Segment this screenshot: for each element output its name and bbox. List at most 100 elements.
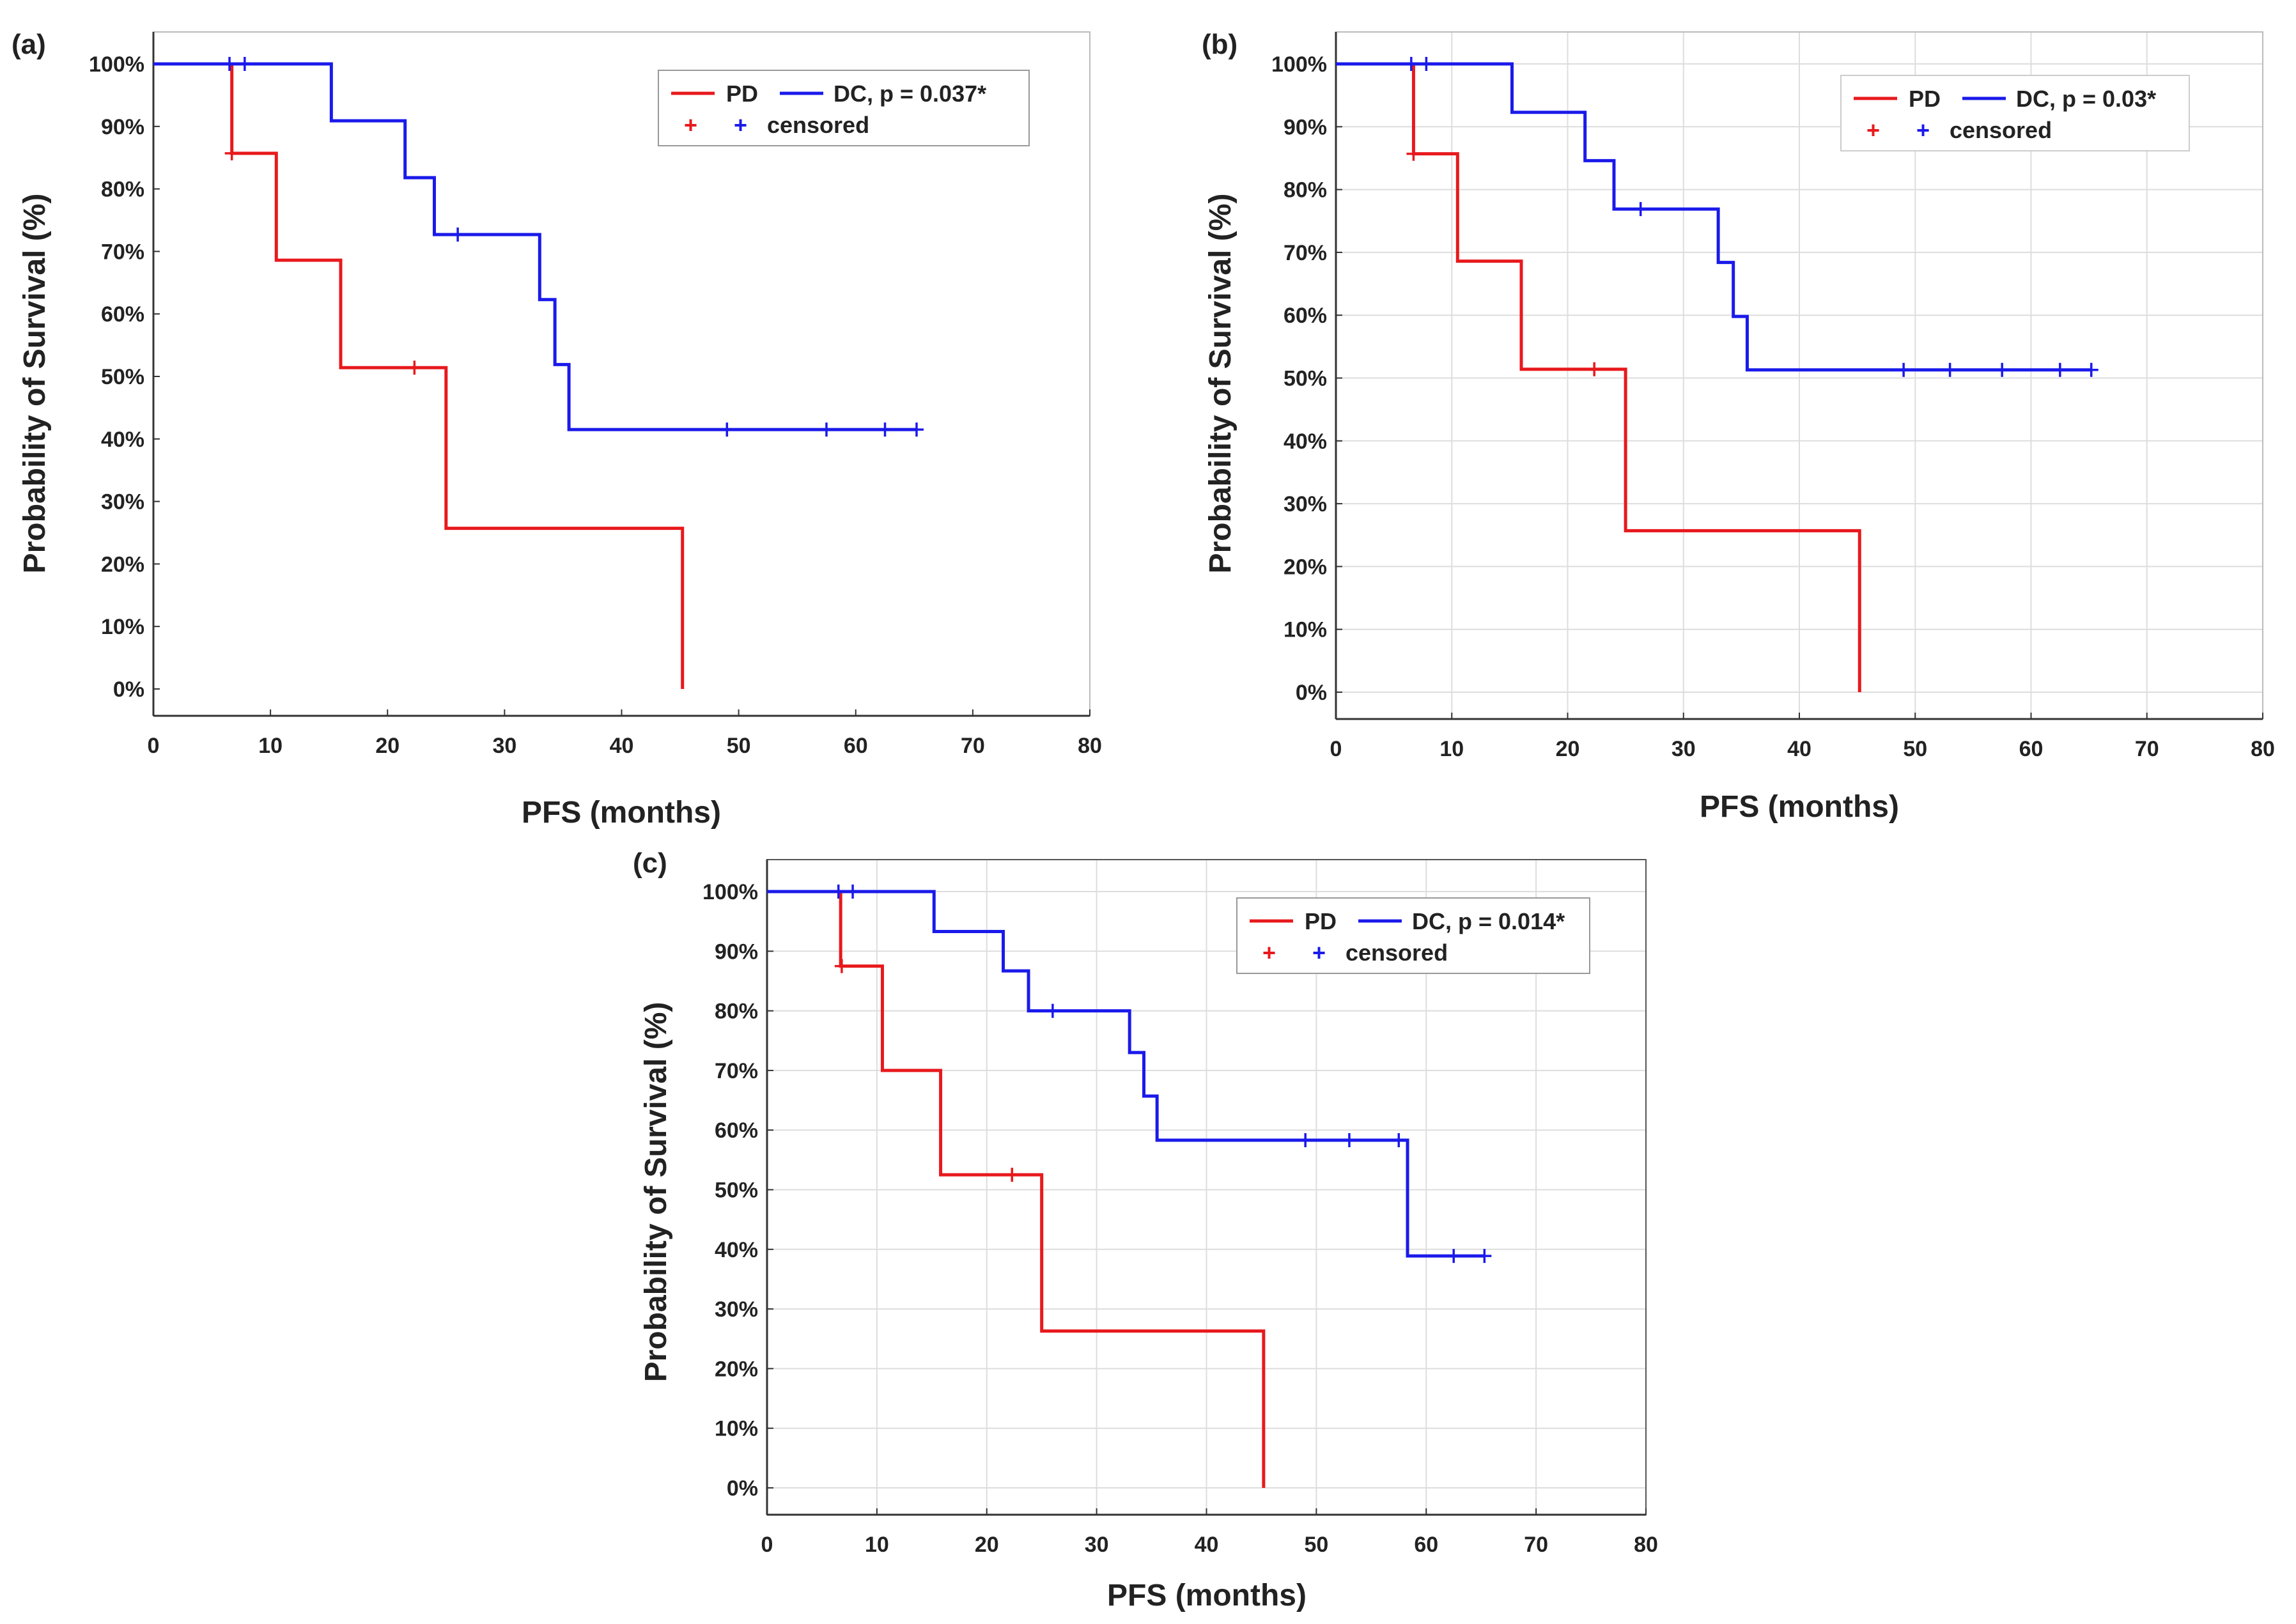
panel-a-x-tick-label-7: 70 — [961, 734, 985, 758]
panel-b-x-tick-label-0: 0 — [1330, 737, 1342, 761]
panel-c-series-pd — [767, 890, 1266, 1488]
panel-a-y-ticks: 0% 10% 20% 30% 40% 50% 60% 70% 80% 90% 100% — [89, 52, 160, 702]
panel-a-y-tick-label-9: 90% — [101, 115, 144, 139]
panel-b-grid — [1335, 32, 2263, 719]
panel-a-legend-dc-label: DC, p = 0.037* — [834, 81, 986, 107]
panel-a-series-pd — [153, 62, 685, 689]
panel-a-legend-censored-dc-mark: + — [734, 112, 747, 138]
panel-c-y-tick-label-1: 10% — [715, 1417, 758, 1441]
panel-a-y-tick-label-1: 10% — [101, 615, 144, 639]
panel-c-dc-censor-mark-1 — [846, 885, 860, 899]
panel-b-x-tick-label-1: 10 — [1439, 737, 1464, 761]
panel-c-pd-curve — [767, 890, 1266, 1488]
panel-c-y-tick-label-7: 70% — [715, 1059, 758, 1083]
panel-a-x-axis-label: PFS (months) — [522, 796, 721, 830]
panel-b-x-tick-label-5: 50 — [1903, 737, 1927, 761]
panel-c-legend-censored-pd-mark: + — [1262, 940, 1276, 966]
panel-a-pd-censor-mark-1 — [407, 360, 422, 375]
panel-c-legend-censored-dc-mark: + — [1312, 940, 1326, 966]
panel-a-y-tick-label-4: 40% — [101, 428, 144, 452]
panel-c-dc-censor-mark-6 — [1447, 1249, 1461, 1264]
panel-a-legend-censored-label: censored — [767, 112, 869, 138]
panel-b-y-tick-label-4: 40% — [1284, 429, 1327, 454]
panel-a-y-tick-label-3: 30% — [101, 490, 144, 514]
panel-a-x-tick-label-5: 50 — [727, 734, 751, 758]
panel-b-legend-dc-label: DC, p = 0.03* — [2016, 86, 2156, 112]
panel-b-legend-pd-label: PD — [1909, 86, 1941, 112]
panel-b-dc-censor-mark-6 — [2052, 362, 2067, 377]
panel-a-x-tick-label-2: 20 — [375, 734, 399, 758]
panel-c-legend-censored-label: censored — [1346, 940, 1448, 966]
panel-c-dc-curve — [767, 890, 1485, 1258]
panel-c-dc-censor-mark-5 — [1392, 1133, 1406, 1148]
panel-a-x-tick-label-4: 40 — [610, 734, 634, 758]
panel-c-dc-censor-mark-3 — [1298, 1133, 1313, 1148]
panel-c-legend-dc-label: DC, p = 0.014* — [1412, 908, 1565, 934]
panel-c-pd-censor-mark-1 — [1005, 1168, 1020, 1182]
panel-c-y-tick-label-5: 50% — [715, 1179, 758, 1203]
panel-b-x-tick-label-7: 70 — [2135, 737, 2159, 761]
panel-a-series-dc — [153, 57, 924, 437]
panel-c-y-tick-label-3: 30% — [715, 1297, 758, 1322]
panel-a-dc-censor-mark-2 — [451, 227, 465, 242]
panel-a-pd-censor-mark-0 — [224, 146, 239, 160]
panel-b-pd-censor-mark-0 — [1406, 146, 1421, 161]
panel-c-legend: PD DC, p = 0.014* + + censored — [1236, 897, 1590, 974]
panel-c-x-ticks: 0 10 20 30 40 50 60 70 80 — [761, 1508, 1658, 1557]
panel-a-y-tick-label-8: 80% — [101, 178, 144, 202]
panel-a-x-ticks: 0 10 20 30 40 50 60 70 80 — [148, 709, 1102, 758]
panel-c-dc-censor-mark-0 — [831, 885, 846, 899]
panel-a-legend-pd-label: PD — [726, 81, 758, 107]
panel-a-y-tick-label-0: 0% — [113, 677, 144, 702]
panel-a-legend: PD DC, p = 0.037* + + censored — [658, 70, 1030, 146]
panel-b-y-tick-label-9: 90% — [1284, 115, 1327, 139]
panel-b-y-axis-label: Probability of Survival (%) — [1204, 194, 1237, 574]
panel-b-series-pd — [1336, 62, 1861, 692]
panel-c-x-tick-label-2: 20 — [975, 1533, 999, 1557]
panel-b-x-axis-label: PFS (months) — [1700, 790, 1899, 824]
panel-b-x-tick-label-8: 80 — [2251, 737, 2275, 761]
panel-c-x-tick-label-4: 40 — [1195, 1533, 1219, 1557]
panel-c-legend-box — [1236, 897, 1590, 974]
panel-c-x-tick-label-6: 60 — [1414, 1533, 1438, 1557]
panel-b-dc-censor-mark-4 — [1943, 362, 1957, 377]
panel-c-x-axis-label: PFS (months) — [1107, 1579, 1307, 1612]
panel-c-y-tick-label-2: 20% — [715, 1357, 758, 1381]
panel-b-dc-censor-mark-2 — [1633, 202, 1648, 217]
panel-a-x-tick-label-0: 0 — [148, 734, 160, 758]
panel-b-dc-censor-mark-0 — [1404, 57, 1418, 71]
panel-a-dc-censor-mark-5 — [878, 422, 892, 437]
panel-c-y-tick-label-4: 40% — [715, 1238, 758, 1262]
panel-a-dc-censor-mark-1 — [237, 57, 252, 71]
panel-a-x-tick-label-8: 80 — [1078, 734, 1102, 758]
panel-b-dc-curve — [1336, 62, 2091, 372]
panel-a-dc-censor-mark-4 — [819, 422, 834, 437]
panel-label-b: (b) — [1202, 29, 1237, 60]
panel-b-legend-censored-label: censored — [1950, 117, 2052, 143]
panel-a-legend-box — [658, 70, 1030, 146]
panel-b-y-tick-label-0: 0% — [1296, 681, 1327, 705]
panel-b-x-tick-label-4: 40 — [1787, 737, 1811, 761]
panel-c-y-tick-label-10: 100% — [702, 880, 758, 904]
panel-c-y-axis-label: Probability of Survival (%) — [639, 1002, 673, 1382]
panel-a-dc-censor-mark-3 — [720, 422, 734, 437]
panel-b-y-tick-label-2: 20% — [1284, 555, 1327, 579]
panel-b-y-tick-label-10: 100% — [1271, 52, 1327, 77]
panel-a-y-tick-label-5: 50% — [101, 365, 144, 389]
panel-b-x-tick-label-2: 20 — [1556, 737, 1580, 761]
panel-c-x-tick-label-3: 30 — [1085, 1533, 1109, 1557]
panel-a-x-tick-label-1: 10 — [258, 734, 283, 758]
panel-c-dc-censor-mark-2 — [1045, 1003, 1060, 1018]
panel-c-y-tick-label-8: 80% — [715, 1000, 758, 1024]
panel-a-x-tick-label-6: 60 — [844, 734, 868, 758]
panel-a-x-tick-label-3: 30 — [492, 734, 516, 758]
panel-c-series-dc — [767, 885, 1492, 1264]
panel-a-dc-censor-mark-6 — [909, 422, 924, 437]
panel-c-x-tick-label-1: 10 — [865, 1533, 889, 1557]
panel-a-dc-censor-mark-0 — [222, 57, 237, 71]
panel-b-legend-box — [1840, 75, 2190, 151]
panel-c-x-tick-label-7: 70 — [1524, 1533, 1548, 1557]
panel-a-y-tick-label-2: 20% — [101, 552, 144, 576]
panel-b-series-dc — [1336, 57, 2098, 377]
panel-a-y-tick-label-7: 70% — [101, 240, 144, 264]
